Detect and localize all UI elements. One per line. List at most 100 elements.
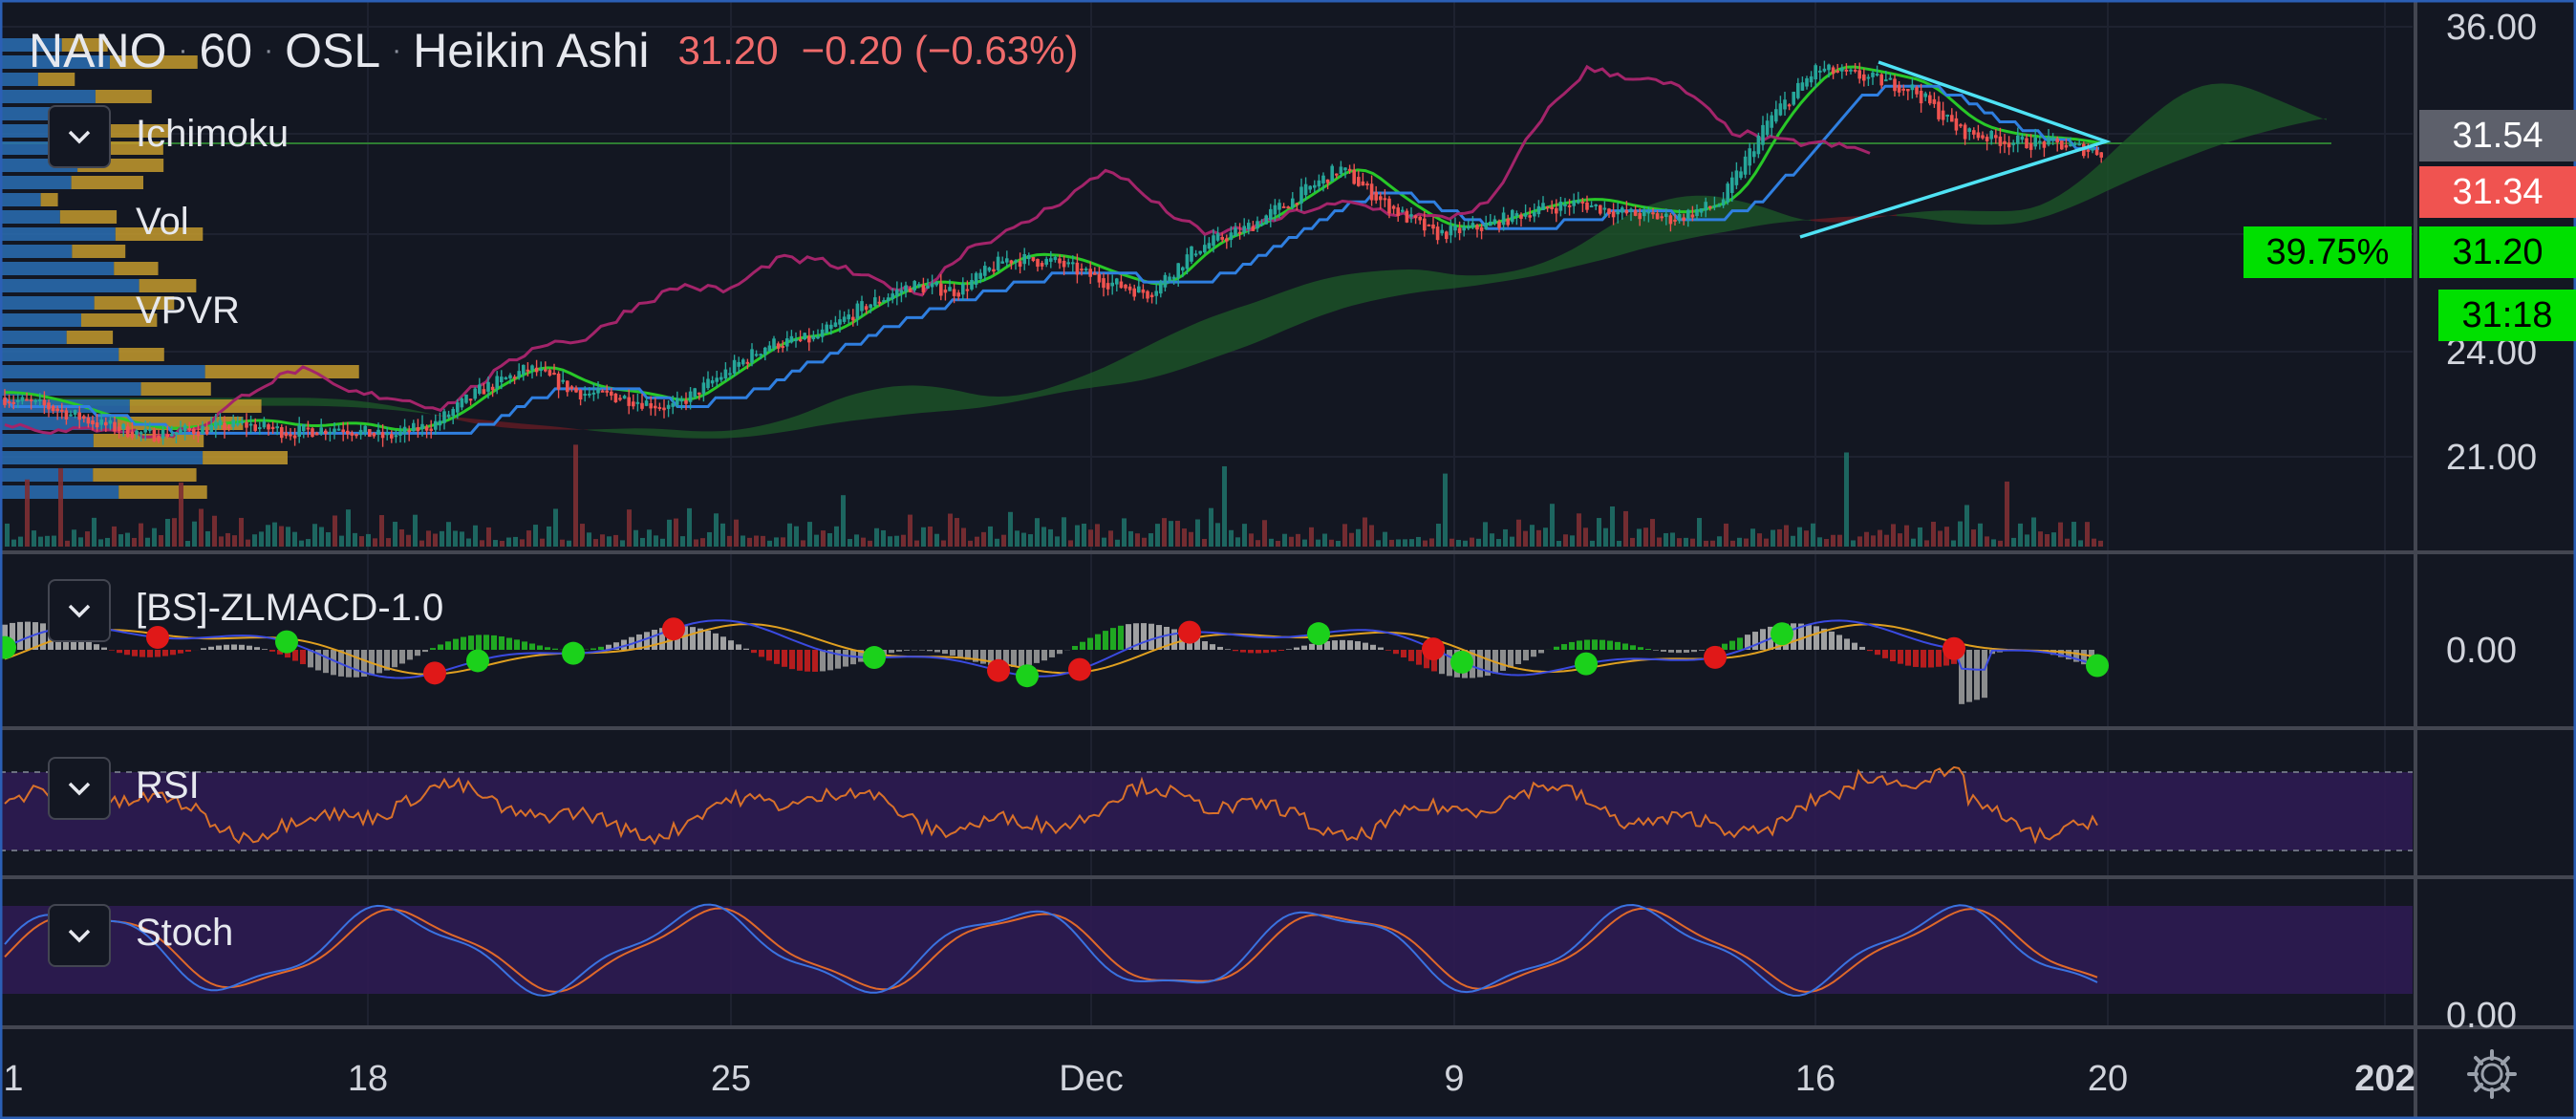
price-change-pct: (−0.63%)	[913, 28, 1079, 73]
candle	[490, 386, 495, 391]
candle	[600, 390, 605, 393]
stoch-pane-collapse-button[interactable]	[48, 904, 111, 967]
volume-bar	[185, 540, 190, 547]
candle	[420, 423, 424, 430]
candle	[1379, 196, 1383, 201]
candle	[1923, 93, 1927, 97]
candle	[1259, 224, 1264, 226]
volume-bar	[139, 523, 143, 547]
candle	[547, 370, 552, 376]
rsi-pane-label[interactable]: RSI	[136, 764, 200, 807]
macd-histogram	[1439, 650, 1445, 675]
candle	[1646, 211, 1651, 214]
vpvr-bar	[0, 468, 94, 482]
candle	[464, 394, 468, 403]
candle	[1383, 198, 1387, 201]
symbol-name[interactable]: NANO	[29, 24, 167, 77]
macd-histogram	[1034, 650, 1040, 663]
macd-histogram	[468, 635, 474, 650]
candle	[1321, 175, 1325, 183]
candle	[1638, 212, 1642, 220]
candle	[1844, 69, 1849, 72]
volume-bar	[955, 518, 959, 547]
stoch-pane-label[interactable]: Stoch	[136, 912, 234, 954]
candle	[829, 324, 833, 330]
volume-bar	[466, 538, 471, 547]
candle	[2086, 149, 2091, 152]
volume-bar	[98, 539, 103, 547]
macd-histogram	[1722, 643, 1728, 650]
candle	[328, 431, 333, 434]
candle	[196, 431, 201, 437]
volume-bar	[292, 531, 297, 547]
candle	[2050, 137, 2055, 141]
volume-bar	[1851, 540, 1856, 547]
volume-bar	[975, 536, 979, 547]
chevron-down-icon	[68, 130, 91, 144]
macd-histogram	[1791, 623, 1796, 650]
vpvr-bar	[0, 382, 141, 396]
volume-bar	[159, 535, 163, 547]
volume-bar	[1463, 540, 1468, 547]
macd-pane-label[interactable]: [BS]-ZLMACD-1.0	[136, 587, 444, 629]
candle	[29, 398, 33, 401]
macd-histogram	[147, 650, 153, 657]
candle	[1774, 109, 1778, 122]
chart-style-label[interactable]: Heikin Ashi	[413, 24, 650, 77]
macd-histogram	[682, 626, 688, 650]
candle	[798, 339, 803, 342]
volume-bar	[205, 530, 210, 547]
candle	[1396, 207, 1400, 217]
macd-histogram	[1867, 650, 1873, 652]
candle	[442, 411, 446, 423]
macd-histogram	[743, 648, 749, 650]
volume-bar	[861, 537, 866, 547]
indicator-vpvr-label[interactable]: VPVR	[136, 290, 240, 332]
macd-histogram	[973, 650, 978, 662]
vpvr-bar	[114, 262, 159, 275]
volume-bar	[1296, 533, 1300, 547]
candle	[1124, 284, 1127, 289]
candle	[1963, 124, 1967, 140]
rsi-pane-collapse-button[interactable]	[48, 757, 111, 820]
macd-histogram	[285, 650, 290, 658]
volume-bar	[339, 535, 344, 547]
candle	[1558, 202, 1563, 211]
price-tag-last: 31.20	[2419, 226, 2576, 278]
macd-histogram	[1523, 650, 1529, 661]
candle	[1146, 291, 1149, 299]
main-pane-collapse-button[interactable]	[48, 105, 111, 168]
candle	[267, 424, 270, 430]
gear-icon[interactable]	[2463, 1045, 2521, 1103]
candle	[1132, 288, 1136, 297]
candle	[1901, 88, 1905, 91]
volume-bar	[647, 529, 652, 547]
macd-histogram	[476, 635, 482, 650]
indicator-vol-label[interactable]: Vol	[136, 201, 189, 243]
macd-histogram	[514, 639, 520, 650]
candle	[654, 405, 657, 409]
volume-bar	[2065, 538, 2070, 547]
candle	[1220, 236, 1224, 240]
macd-histogram	[1882, 650, 1888, 658]
candle	[157, 435, 161, 441]
candle	[1915, 87, 1919, 95]
candle	[121, 423, 125, 429]
macd-signal-line	[4, 623, 2093, 676]
volume-bar	[1383, 531, 1387, 547]
candle	[1075, 262, 1080, 275]
indicator-ichimoku-label[interactable]: Ichimoku	[136, 113, 290, 155]
volume-bar	[1971, 529, 1976, 547]
volume-bar	[754, 535, 759, 547]
volume-bar	[1978, 523, 1983, 547]
vpvr-bar	[0, 296, 95, 310]
chart-grid	[0, 0, 2413, 1027]
volume-bar	[152, 527, 157, 547]
interval-label[interactable]: 60	[199, 24, 253, 77]
macd-pane-collapse-button[interactable]	[48, 579, 111, 642]
macd-histogram	[1905, 650, 1911, 666]
vpvr-bar	[40, 193, 58, 206]
macd-histogram	[690, 627, 696, 650]
